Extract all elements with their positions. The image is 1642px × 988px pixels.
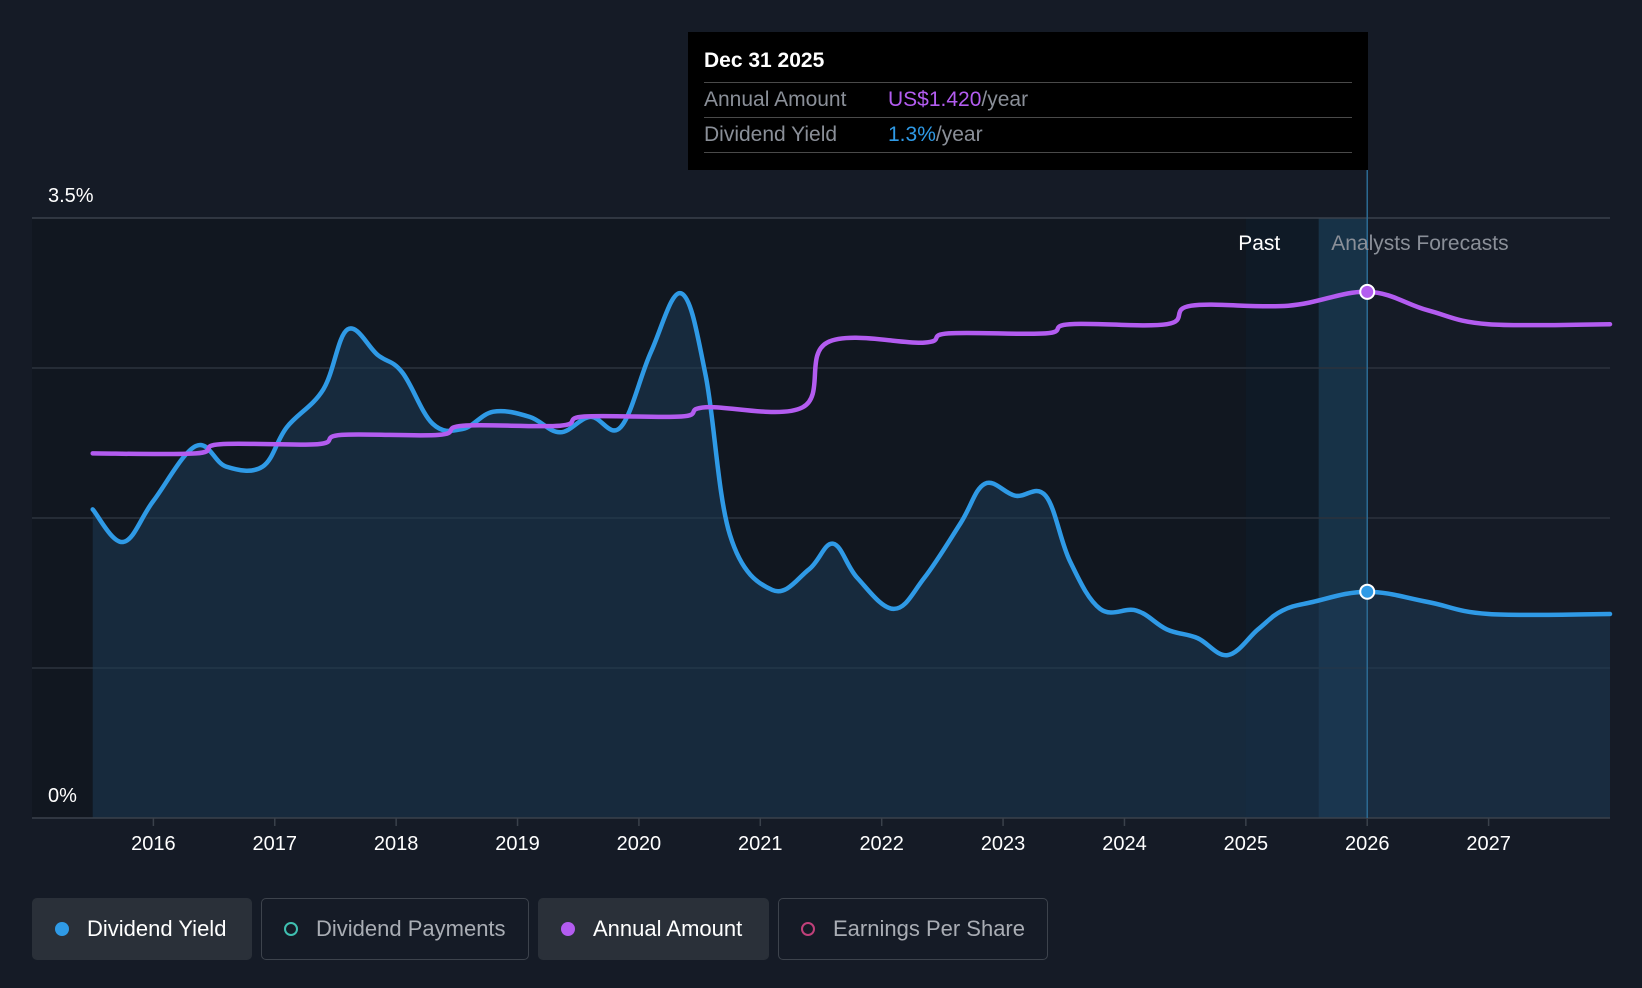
legend-annual-amount-button[interactable]: Annual Amount	[538, 898, 769, 960]
x-tick-label: 2018	[374, 833, 419, 855]
y-tick-label: 0%	[48, 785, 77, 807]
x-tick-label: 2027	[1466, 833, 1511, 855]
series-layer	[90, 289, 1613, 818]
tooltip-annual-label: Annual Amount	[704, 88, 847, 111]
tooltip-yield-suffix: /year	[935, 123, 983, 146]
legend-label: Dividend Yield	[87, 916, 227, 941]
x-tick-label: 2019	[495, 833, 540, 855]
tooltip-annual-value: US$1.420	[888, 88, 982, 111]
dividend-yield-line	[90, 291, 1613, 658]
x-tick-label: 2020	[617, 833, 662, 855]
tooltip-yield-row: Dividend Yield 1.3% /year	[704, 117, 1352, 153]
legend-label: Earnings Per Share	[833, 916, 1025, 941]
tooltip-date: Dec 31 2025	[704, 49, 825, 72]
dividend-yield-dot-icon	[55, 922, 69, 936]
dividend-yield-area	[92, 293, 1611, 818]
tooltip: Dec 31 2025 Annual Amount US$1.420 /year…	[688, 32, 1368, 170]
earnings-per-share-ring-icon	[801, 922, 815, 936]
region-label-past: Past	[1238, 232, 1280, 255]
x-tick-label: 2026	[1345, 833, 1390, 855]
x-tick-label: 2024	[1102, 833, 1147, 855]
legend-dividend-payments-button[interactable]: Dividend Payments	[261, 898, 529, 960]
x-tick-label: 2016	[131, 833, 176, 855]
x-tick-label: 2023	[981, 833, 1026, 855]
x-tick-label: 2021	[738, 833, 783, 855]
axis-layer: 3.5% 0% 2016 2017 2018 2019 2020 2021 2022 2023 20…	[32, 185, 1610, 855]
legend: Dividend Yield Dividend Payments Annual …	[32, 898, 1048, 960]
legend-label: Annual Amount	[593, 916, 743, 941]
x-tick-label: 2022	[859, 833, 904, 855]
x-tick-label: 2017	[253, 833, 298, 855]
annual-amount-marker	[1359, 283, 1376, 300]
legend-label: Dividend Payments	[316, 916, 506, 941]
tooltip-annual-row: Annual Amount US$1.420 /year	[704, 82, 1352, 117]
annual-amount-line	[90, 289, 1613, 457]
legend-dividend-yield-button[interactable]: Dividend Yield	[32, 898, 252, 960]
dividend-yield-marker	[1359, 583, 1376, 600]
region-label-forecast: Analysts Forecasts	[1331, 232, 1508, 255]
tooltip-annual-suffix: /year	[981, 88, 1029, 111]
x-tick-label: 2025	[1224, 833, 1269, 855]
y-tick-label: 3.5%	[48, 185, 94, 207]
dividend-payments-ring-icon	[284, 922, 298, 936]
marker-layer: Past Analysts Forecasts	[1238, 170, 1509, 818]
tooltip-yield-label: Dividend Yield	[704, 123, 838, 146]
tooltip-yield-value: 1.3%	[888, 123, 936, 146]
annual-amount-dot-icon	[561, 922, 575, 936]
legend-earnings-per-share-button[interactable]: Earnings Per Share	[778, 898, 1048, 960]
